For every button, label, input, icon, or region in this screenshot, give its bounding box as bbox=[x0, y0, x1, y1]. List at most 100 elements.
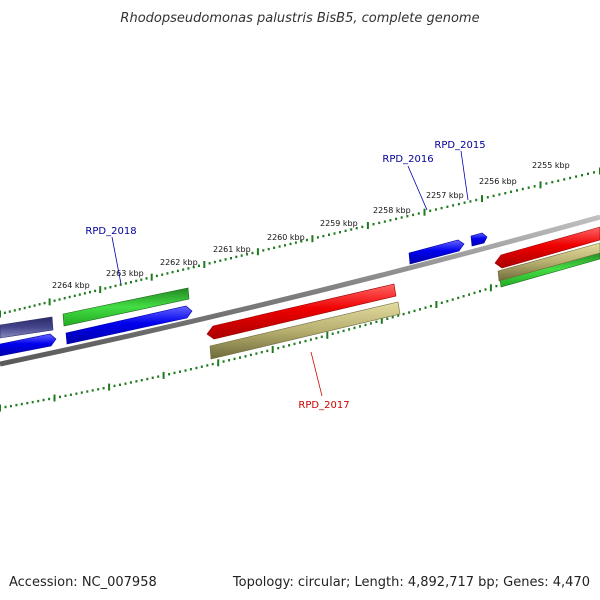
feature-green-bar-left[interactable] bbox=[62, 287, 190, 327]
minor-tick bbox=[545, 182, 548, 185]
minor-tick bbox=[155, 274, 158, 278]
major-tick bbox=[256, 248, 259, 256]
minor-tick bbox=[304, 339, 307, 343]
tick-label: 2264 kbp bbox=[52, 281, 90, 290]
major-tick bbox=[53, 394, 56, 402]
minor-tick bbox=[18, 308, 21, 311]
minor-tick bbox=[581, 174, 583, 177]
minor-tick bbox=[4, 405, 7, 409]
minor-tick bbox=[140, 379, 143, 382]
minor-tick bbox=[114, 284, 117, 288]
minor-tick bbox=[235, 255, 238, 259]
minor-tick bbox=[262, 249, 265, 252]
tick-label: 2259 kbp bbox=[320, 219, 358, 228]
minor-tick bbox=[593, 171, 595, 174]
minor-tick bbox=[462, 295, 465, 298]
major-tick bbox=[380, 316, 383, 324]
minor-tick bbox=[309, 338, 312, 341]
minor-tick bbox=[31, 400, 34, 404]
minor-tick bbox=[64, 394, 67, 397]
minor-tick bbox=[563, 178, 566, 181]
tick-label: 2256 kbp bbox=[479, 177, 517, 186]
minor-tick bbox=[383, 220, 386, 223]
minor-tick bbox=[63, 297, 66, 300]
minor-tick bbox=[273, 246, 276, 249]
feature-indigo-bar-left[interactable] bbox=[0, 316, 54, 339]
major-tick bbox=[203, 261, 206, 268]
minor-tick bbox=[228, 359, 231, 362]
minor-tick bbox=[289, 242, 292, 246]
minor-tick bbox=[316, 236, 319, 239]
minor-tick bbox=[146, 377, 149, 381]
minor-tick bbox=[189, 368, 192, 371]
gene-label-rpd-2017[interactable]: RPD_2017 bbox=[298, 351, 350, 411]
tick-label: 2261 kbp bbox=[213, 245, 251, 254]
minor-tick bbox=[504, 192, 507, 195]
minor-tick bbox=[91, 389, 94, 392]
minor-tick bbox=[68, 295, 71, 299]
svg-text:RPD_2016[interactable]: RPD_2016 bbox=[382, 154, 433, 165]
minor-tick bbox=[37, 399, 40, 403]
feature-rpd-2017-arrow[interactable] bbox=[206, 283, 397, 340]
minor-tick bbox=[255, 352, 258, 355]
minor-tick bbox=[359, 325, 361, 328]
minor-tick bbox=[402, 312, 405, 316]
feature-olive-bar-right[interactable] bbox=[497, 242, 600, 282]
major-tick bbox=[150, 273, 153, 281]
minor-tick bbox=[353, 326, 356, 330]
feature-right-red-arrow[interactable] bbox=[494, 226, 600, 269]
feature-rpd-2018-arrow[interactable] bbox=[65, 305, 193, 345]
minor-tick bbox=[452, 204, 455, 207]
minor-tick bbox=[457, 296, 460, 300]
minor-tick bbox=[179, 370, 181, 373]
minor-tick bbox=[378, 221, 381, 225]
major-tick bbox=[271, 346, 274, 353]
gene-label-rpd-2016[interactable]: RPD_2016 bbox=[382, 154, 434, 211]
minor-tick bbox=[322, 234, 325, 238]
minor-tick bbox=[408, 311, 411, 314]
minor-tick bbox=[282, 345, 285, 348]
minor-tick bbox=[446, 300, 449, 303]
minor-tick bbox=[182, 268, 185, 271]
minor-tick bbox=[406, 215, 409, 218]
minor-tick bbox=[206, 364, 209, 367]
minor-tick bbox=[168, 373, 171, 376]
minor-tick bbox=[58, 298, 61, 301]
svg-text:RPD_2018[interactable]: RPD_2018 bbox=[85, 226, 136, 237]
minor-tick bbox=[337, 331, 340, 334]
gene-label-rpd-2018[interactable]: RPD_2018 bbox=[85, 226, 137, 285]
minor-tick bbox=[300, 240, 303, 243]
minor-tick bbox=[469, 200, 472, 203]
genome-backbone bbox=[0, 214, 600, 367]
minor-tick bbox=[129, 381, 132, 384]
minor-tick bbox=[213, 260, 216, 264]
feature-left-blue-arrow[interactable] bbox=[0, 333, 57, 357]
minor-tick bbox=[533, 185, 536, 188]
minor-tick bbox=[48, 397, 51, 401]
svg-text:RPD_2015[interactable]: RPD_2015 bbox=[434, 140, 485, 151]
minor-tick bbox=[86, 390, 89, 393]
minor-tick bbox=[9, 404, 12, 408]
minor-tick bbox=[386, 317, 389, 320]
svg-text:RPD_2017[interactable]: RPD_2017 bbox=[298, 400, 349, 411]
minor-tick bbox=[364, 323, 367, 327]
minor-tick bbox=[266, 349, 269, 353]
minor-tick bbox=[475, 198, 478, 202]
minor-tick bbox=[26, 401, 29, 405]
minor-tick bbox=[440, 206, 443, 210]
feature-rpd-2016-arrow[interactable] bbox=[408, 239, 465, 265]
feature-rpd-2015-arrow[interactable] bbox=[470, 232, 488, 247]
feature-olive-bar-center[interactable] bbox=[209, 301, 401, 360]
minor-tick bbox=[413, 309, 416, 313]
gene-label-rpd-2015[interactable]: RPD_2015 bbox=[434, 140, 486, 201]
minor-tick bbox=[145, 277, 148, 280]
minor-tick bbox=[13, 309, 16, 312]
minor-tick bbox=[587, 172, 589, 175]
minor-tick bbox=[495, 284, 498, 288]
minor-tick bbox=[130, 281, 132, 284]
minor-tick bbox=[288, 344, 291, 347]
minor-tick bbox=[75, 392, 78, 395]
minor-tick bbox=[208, 262, 211, 265]
major-tick bbox=[217, 359, 220, 367]
major-tick bbox=[539, 181, 542, 189]
